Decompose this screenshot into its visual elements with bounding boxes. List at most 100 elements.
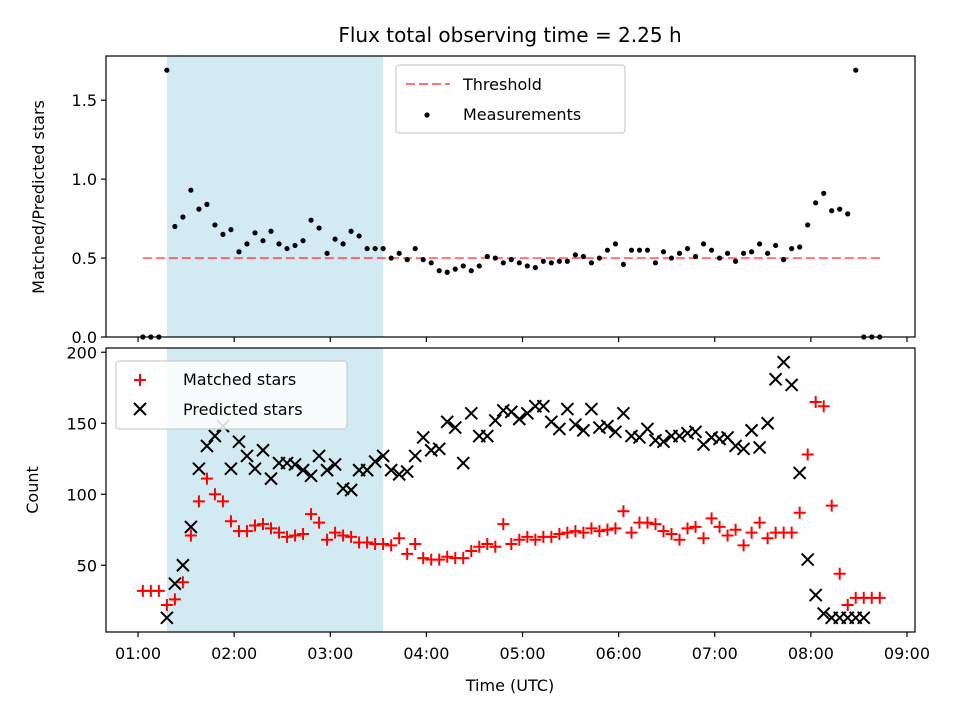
predicted-star-point: [784, 378, 799, 392]
matched-star-point: [545, 530, 558, 543]
bottom-panel: 50 100 150 200 01:00 02:00 03:00 04:00 05:00 06:…: [23, 343, 930, 695]
measurement-point: [428, 260, 434, 266]
matched-star-point: [281, 530, 294, 543]
measurement-point: [724, 250, 731, 256]
matched-star-point: [377, 537, 390, 550]
measurement-point: [829, 208, 835, 214]
measurement-point: [853, 67, 859, 73]
predicted-star-point: [184, 520, 198, 534]
matched-star-point: [184, 529, 197, 542]
matched-star-point: [409, 537, 422, 550]
measurement-point: [676, 250, 683, 256]
matched-star-point: [793, 506, 806, 519]
measurement-point: [636, 247, 643, 253]
measurement-point: [516, 260, 522, 266]
measurement-point: [620, 261, 627, 267]
measurement-point: [765, 250, 771, 256]
bottom-y-tick-label: 200: [66, 343, 97, 362]
measurement-point: [228, 227, 234, 233]
predicted-star-point: [736, 442, 751, 456]
x-axis-label: Time (UTC): [465, 676, 554, 695]
top-x-tick-marks: [137, 337, 908, 342]
predicted-star-point: [448, 420, 462, 435]
matched-star-point: [489, 540, 502, 553]
top-axes-frame: [105, 55, 916, 338]
matched-star-point: [289, 529, 302, 542]
measurement-point: [444, 269, 450, 275]
measurement-point: [196, 206, 202, 212]
measurement-point: [588, 260, 595, 266]
matched-star-point: [321, 533, 334, 546]
top-panel: Flux total observing time = 2.25 h 0.00.…: [29, 23, 916, 347]
matched-star-point: [809, 395, 822, 408]
predicted-star-point: [512, 412, 527, 426]
measurement-point: [332, 236, 338, 242]
predicted-star-point: [600, 419, 615, 433]
measurement-point: [316, 225, 322, 231]
measurement-point: [492, 255, 498, 261]
matched-star-point: [401, 547, 414, 560]
measurement-point: [452, 266, 458, 272]
matched-star-point: [513, 533, 526, 546]
measurement-point: [805, 222, 811, 228]
measurement-point: [260, 238, 266, 244]
measurement-point: [460, 263, 466, 269]
predicted-star-point: [672, 429, 687, 443]
top-y-tick-label: 0.0: [72, 328, 97, 347]
top-y-axis: 0.0 0.5 1.0 1.5: [72, 91, 106, 347]
matched-star-point: [873, 591, 886, 604]
measurement-point: [500, 260, 506, 266]
measurement-point: [837, 206, 843, 212]
measurement-point: [468, 268, 474, 274]
matched-star-point: [329, 526, 342, 539]
predicted-star-point: [368, 454, 382, 469]
measurement-point: [700, 241, 707, 247]
measurement-point: [604, 247, 611, 253]
matched-star-point: [689, 520, 702, 533]
predicted-star-point: [752, 440, 767, 455]
top-y-tick-label: 1.0: [72, 170, 97, 189]
measurement-point: [364, 245, 370, 252]
predicted-star-point: [608, 425, 623, 439]
measurement-point: [292, 242, 298, 249]
matched-star-point: [441, 550, 454, 563]
measurement-point: [524, 263, 530, 269]
matched-star-point: [721, 529, 734, 542]
measurement-point: [813, 200, 819, 206]
predicted-star-point: [616, 406, 631, 421]
matched-star-point: [433, 553, 446, 566]
bottom-x-axis: 01:00 02:00 03:00 04:00 05:00 06:00 07:00 08:00…: [115, 632, 930, 663]
top-y-axis-label: Matched/Predicted stars: [29, 100, 48, 294]
predicted-star-point: [808, 588, 823, 602]
measurement-point: [652, 260, 659, 266]
matched-star-point: [785, 526, 798, 539]
measurement-point: [420, 257, 426, 263]
matched-star-point: [385, 539, 398, 552]
predicted-star-point: [552, 422, 567, 436]
top-shaded-span: [166, 56, 384, 337]
matched-star-point: [361, 536, 374, 549]
matched-star-point: [665, 528, 678, 541]
measurement-point: [324, 250, 330, 256]
matched-star-point: [801, 448, 814, 461]
matched-star-point: [248, 519, 261, 532]
legend-measurements-label: Measurements: [463, 105, 581, 124]
matched-star-point: [569, 525, 582, 538]
matched-star-point: [505, 537, 518, 550]
predicted-star-point: [728, 439, 743, 453]
predicted-star-point: [248, 461, 262, 476]
measurement-point: [396, 250, 402, 256]
predicted-star-point: [857, 611, 871, 625]
predicted-star-point: [320, 463, 334, 477]
measurement-point: [532, 264, 538, 271]
measurement-point: [612, 241, 619, 247]
bottom-x-tick-label: 07:00: [692, 644, 738, 663]
predicted-star-point: [288, 457, 302, 472]
matched-star-point: [265, 522, 278, 535]
matched-star-point: [657, 525, 670, 538]
matched-star-point: [240, 525, 253, 538]
legend-matched-swatch: [134, 374, 146, 386]
matched-star-point: [641, 516, 654, 529]
chart-title: Flux total observing time = 2.25 h: [338, 23, 681, 47]
measurement-point: [340, 241, 346, 247]
